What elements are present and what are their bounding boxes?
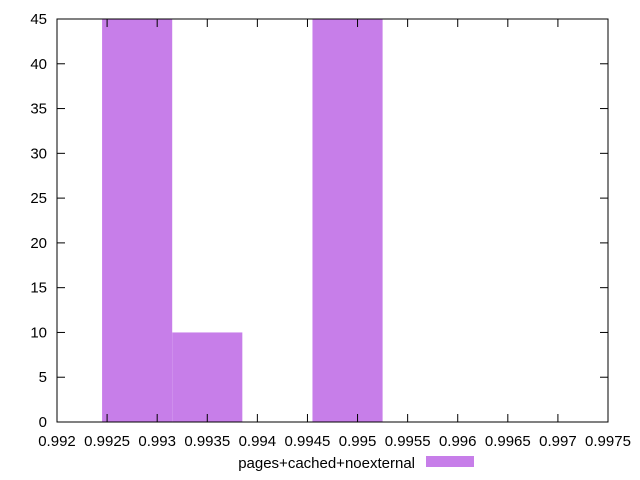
x-tick-label: 0.9975 xyxy=(585,433,631,450)
y-axis: 0 5 10 15 20 25 30 35 40 45 xyxy=(30,11,608,431)
y-tick-label: 15 xyxy=(30,280,47,297)
bars-layer xyxy=(102,19,383,422)
y-tick-label: 10 xyxy=(30,324,47,341)
x-tick-label: 0.9955 xyxy=(385,433,431,450)
plot-frame xyxy=(56,18,609,423)
x-tick-label: 0.992 xyxy=(38,433,76,450)
y-tick-label: 25 xyxy=(30,190,47,207)
x-tick-label: 0.9945 xyxy=(285,433,331,450)
histogram-bar-0 xyxy=(102,19,173,422)
legend: pages+cached+noexternal xyxy=(238,455,474,472)
y-tick-label: 0 xyxy=(39,414,47,431)
x-tick-label: 0.995 xyxy=(339,433,377,450)
y-tick-label: 40 xyxy=(30,56,47,73)
legend-swatch xyxy=(426,456,474,467)
x-tick-label: 0.9935 xyxy=(184,433,230,450)
histogram-bar-1 xyxy=(172,332,243,422)
x-tick-label: 0.994 xyxy=(239,433,277,450)
y-tick-label: 30 xyxy=(30,145,47,162)
x-tick-label: 0.993 xyxy=(138,433,176,450)
histogram-bar-3 xyxy=(312,19,383,422)
x-tick-label: 0.9925 xyxy=(84,433,130,450)
y-tick-label: 45 xyxy=(30,11,47,28)
x-tick-label: 0.9965 xyxy=(485,433,531,450)
y-tick-label: 5 xyxy=(39,369,47,386)
x-tick-label: 0.996 xyxy=(439,433,477,450)
x-axis: 0.992 0.9925 0.993 0.9935 0.994 0.9945 0.995 0.… xyxy=(38,19,631,450)
legend-label: pages+cached+noexternal xyxy=(238,455,415,472)
y-tick-label: 20 xyxy=(30,235,47,252)
x-tick-label: 0.997 xyxy=(539,433,577,450)
y-tick-label: 35 xyxy=(30,101,47,118)
